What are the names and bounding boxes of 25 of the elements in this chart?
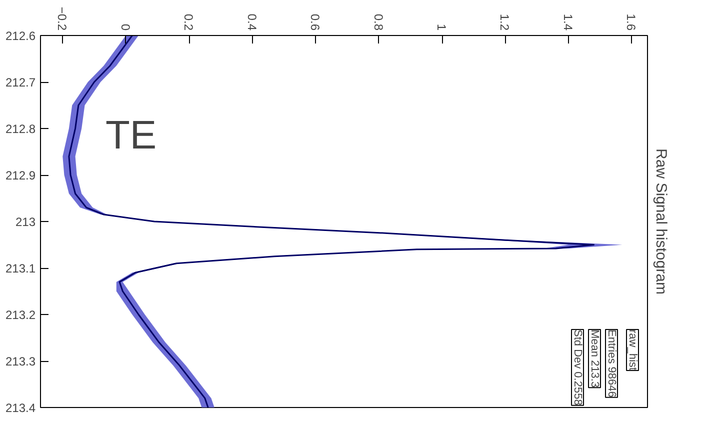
y-tick-label: 212.7 [5,76,36,90]
x-tick-label: 0.8 [371,14,386,31]
text: Raw Signal histogram [652,148,670,294]
y-tick-label: 212.9 [5,168,36,182]
x-tick-label: 1.4 [560,14,575,31]
annotation: raw_hist [626,330,638,370]
x-tick-label: 1.2 [498,14,512,31]
x-tick-label: 0 [118,24,132,31]
y-tick-label: 213.4 [5,401,36,415]
x-tick-label: 1 [434,24,449,31]
y-tick-label: 213.2 [5,308,36,322]
x-tick-label: 1.6 [624,14,638,31]
y-tick-label: 213.1 [5,262,36,276]
y-tick-label: 213.3 [5,354,36,368]
annotation: Mean 213.3 [588,330,600,388]
x-tick-label: −0.2 [55,6,70,31]
annotation: Std Dev 0.2558 [572,330,584,406]
y-tick-label: 212.8 [5,122,36,136]
x-tick-label: 0.4 [244,14,259,31]
y-tick-label: 212.6 [5,29,36,43]
y-tick-label: 213 [15,215,36,229]
annotation: Entries 98646 [606,330,618,398]
x-tick-label: 0.2 [182,14,196,31]
x-tick-label: 0.6 [308,14,322,31]
annotation: TE [106,114,157,158]
